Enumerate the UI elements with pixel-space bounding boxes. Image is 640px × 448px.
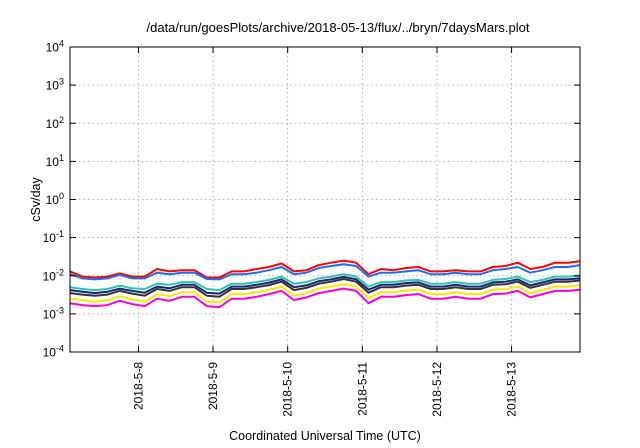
- series-line: [69, 273, 581, 292]
- x-tick-label: 2018-5-10: [281, 362, 295, 417]
- x-tick-label: 2018-5-9: [206, 362, 220, 410]
- series-line: [69, 275, 581, 295]
- series-line: [69, 283, 581, 304]
- series-line: [69, 287, 581, 309]
- chart-title: /data/run/goesPlots/archive/2018-05-13/f…: [147, 20, 530, 35]
- grid-lines: [70, 47, 580, 352]
- x-tick-label: 2018-5-13: [505, 362, 519, 417]
- series-line: [69, 263, 581, 281]
- y-tick-label: 103: [46, 77, 64, 93]
- series-line: [69, 278, 581, 298]
- x-tick-label: 2018-5-12: [430, 362, 444, 417]
- y-tick-label: 101: [46, 153, 64, 169]
- y-tick-label: 100: [46, 191, 64, 207]
- x-tick-label: 2018-5-8: [131, 362, 145, 410]
- y-tick-label: 10-3: [43, 305, 64, 321]
- series-lines: [69, 259, 581, 309]
- y-tick-label: 102: [46, 115, 64, 131]
- y-tick-label: 10-4: [43, 344, 64, 360]
- y-tick-label: 10-1: [43, 229, 64, 245]
- series-line: [69, 259, 581, 279]
- y-tick-label: 104: [46, 39, 64, 55]
- axis-ticks: 10-4 10-3 10-2 10-1 100 101 102 103 104 2018-5-8 2…: [43, 39, 580, 417]
- x-tick-label: 2018-5-11: [355, 362, 369, 416]
- y-tick-label: 10-2: [43, 267, 64, 283]
- x-axis-label: Coordinated Universal Time (UTC): [229, 429, 421, 443]
- y-axis-label: cSv/day: [29, 177, 43, 222]
